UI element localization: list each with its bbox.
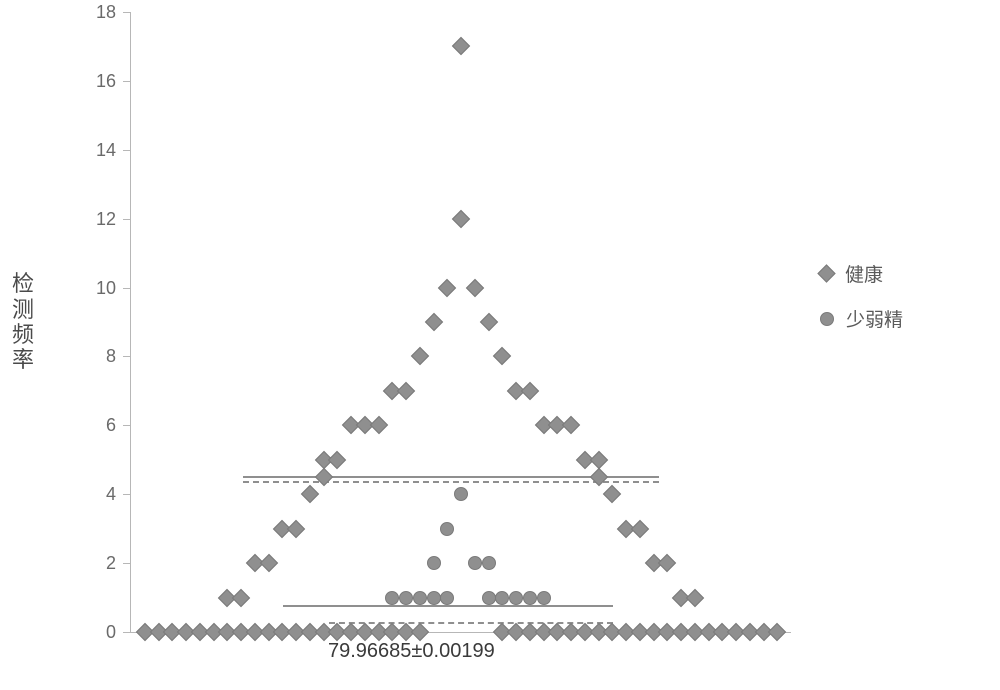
y-tick-mark — [123, 288, 130, 289]
y-tick-mark — [123, 219, 130, 220]
y-tick-label: 8 — [76, 346, 116, 367]
healthy-point — [479, 313, 497, 331]
legend: 健康少弱精 — [820, 260, 903, 350]
healthy-point — [466, 278, 484, 296]
healthy-point — [603, 485, 621, 503]
healthy-point — [686, 588, 704, 606]
y-tick-mark — [123, 81, 130, 82]
oligo-point — [440, 522, 454, 536]
y-tick-label: 10 — [76, 278, 116, 299]
healthy-point — [631, 519, 649, 537]
oligo-point — [523, 591, 537, 605]
healthy-point — [589, 451, 607, 469]
y-tick-mark — [123, 12, 130, 13]
healthy-point — [314, 468, 332, 486]
y-tick-label: 0 — [76, 622, 116, 643]
oligo-point — [495, 591, 509, 605]
y-tick-mark — [123, 356, 130, 357]
oligo-point — [440, 591, 454, 605]
healthy-point — [411, 623, 429, 641]
y-axis-label: 检测频率 — [12, 271, 34, 372]
diamond-icon — [817, 264, 835, 282]
healthy-point — [301, 485, 319, 503]
oligo-point — [385, 591, 399, 605]
legend-label: 少弱精 — [846, 305, 903, 332]
oligo-point — [399, 591, 413, 605]
reference-line — [283, 605, 613, 607]
y-tick-mark — [123, 632, 130, 633]
healthy-point — [521, 382, 539, 400]
x-axis-label: 79.96685±0.00199 — [328, 640, 495, 663]
healthy-point — [397, 382, 415, 400]
healthy-point — [452, 37, 470, 55]
circle-icon — [820, 312, 834, 326]
oligo-point — [427, 556, 441, 570]
legend-item: 健康 — [820, 260, 903, 287]
y-tick-label: 18 — [76, 2, 116, 23]
healthy-point — [411, 347, 429, 365]
oligo-point — [482, 556, 496, 570]
y-tick-label: 6 — [76, 415, 116, 436]
healthy-point — [287, 519, 305, 537]
healthy-point — [438, 278, 456, 296]
oligo-point — [482, 591, 496, 605]
legend-item: 少弱精 — [820, 305, 903, 332]
legend-label: 健康 — [845, 260, 883, 287]
healthy-point — [562, 416, 580, 434]
y-tick-mark — [123, 494, 130, 495]
y-tick-label: 12 — [76, 209, 116, 230]
y-tick-label: 2 — [76, 553, 116, 574]
healthy-point — [658, 554, 676, 572]
oligo-point — [468, 556, 482, 570]
healthy-point — [424, 313, 442, 331]
healthy-point — [328, 451, 346, 469]
oligo-point — [454, 487, 468, 501]
oligo-point — [509, 591, 523, 605]
y-tick-label: 14 — [76, 140, 116, 161]
y-tick-label: 16 — [76, 71, 116, 92]
healthy-point — [452, 209, 470, 227]
healthy-point — [259, 554, 277, 572]
oligo-point — [537, 591, 551, 605]
healthy-point — [369, 416, 387, 434]
plot-area — [130, 12, 791, 633]
y-tick-label: 4 — [76, 484, 116, 505]
oligo-point — [427, 591, 441, 605]
y-tick-mark — [123, 563, 130, 564]
healthy-point — [589, 468, 607, 486]
healthy-point — [232, 588, 250, 606]
y-tick-mark — [123, 150, 130, 151]
oligo-point — [413, 591, 427, 605]
healthy-point — [493, 347, 511, 365]
healthy-point — [768, 623, 786, 641]
y-tick-mark — [123, 425, 130, 426]
